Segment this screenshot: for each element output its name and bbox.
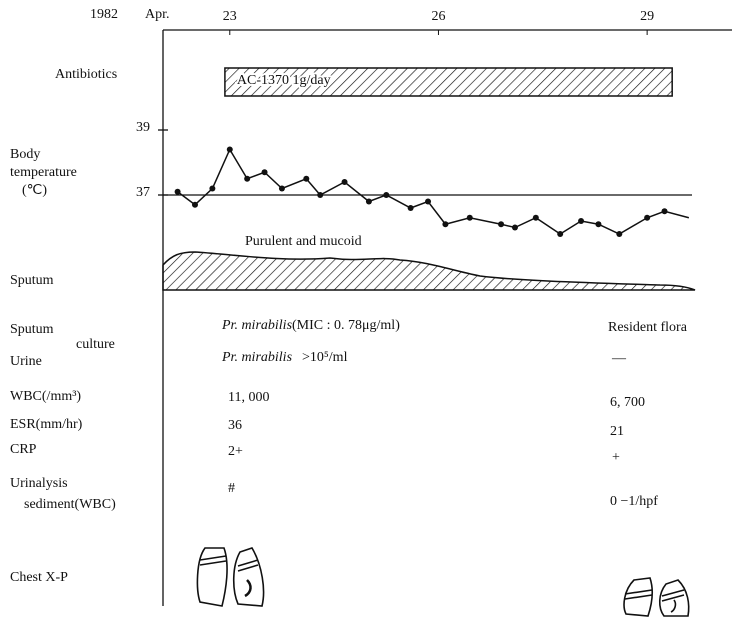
chest-xray-late (624, 578, 689, 616)
temperature-point (262, 169, 268, 175)
row-label: Urinalysis (10, 476, 68, 491)
row-label: CRP (10, 442, 37, 457)
cell: 6, 700 (610, 395, 645, 410)
y-label: temperature (10, 165, 77, 180)
temperature-point (533, 215, 539, 221)
cell: Pr. mirabilis(MIC : 0. 78μg/ml) (221, 318, 400, 333)
cell: Resident flora (608, 320, 688, 335)
row-label: culture (76, 337, 115, 352)
cell: 36 (228, 418, 242, 433)
y-tick-label: 37 (136, 185, 150, 200)
temperature-point (342, 179, 348, 185)
row-label: WBC(/mm³) (10, 389, 81, 404)
detail: (MIC : 0. 78μg/ml) (292, 318, 400, 333)
y-label: (℃) (22, 183, 47, 198)
row-label: sediment(WBC) (24, 497, 116, 512)
cell: + (612, 450, 620, 465)
row-label: ESR(mm/hr) (10, 417, 83, 432)
cell: 2+ (228, 444, 243, 459)
x-tick-label: 26 (431, 9, 445, 24)
organism: Pr. mirabilis (221, 350, 293, 365)
temperature-point (192, 202, 198, 208)
antibiotic-label: AC-1370 1g/day (237, 73, 331, 88)
antibiotics-label: Antibiotics (55, 67, 117, 82)
temperature-point (498, 221, 504, 227)
sputum-area (163, 252, 695, 290)
temperature-point (512, 225, 518, 231)
cell: Pr. mirabilis >10⁵/ml (221, 350, 348, 365)
x-tick-label: 23 (223, 9, 237, 24)
cell: 11, 000 (228, 390, 269, 405)
cell: 0 −1/hpf (610, 494, 658, 509)
clinical-course-chart: 1982 Apr. Antibiotics Body temperature (… (0, 0, 732, 618)
temperature-point (244, 176, 250, 182)
sputum-label: Sputum (10, 273, 54, 288)
year: 1982 (90, 7, 118, 22)
cell: — (611, 351, 627, 366)
temperature-point (175, 189, 181, 195)
temperature-point (366, 199, 372, 205)
organism: Pr. mirabilis (221, 318, 293, 333)
row-label: Urine (10, 354, 42, 369)
x-tick-label: 29 (640, 9, 654, 24)
row-label: Chest X-P (10, 570, 68, 585)
temperature-point (317, 192, 323, 198)
temperature-line (178, 150, 689, 235)
temperature-point (467, 215, 473, 221)
temperature-point (209, 186, 215, 192)
temperature-point (557, 231, 563, 237)
y-label: Body (10, 147, 40, 162)
temperature-point (303, 176, 309, 182)
temperature-point (578, 218, 584, 224)
temperature-point (383, 192, 389, 198)
y-tick-label: 39 (136, 120, 150, 135)
temperature-point (408, 205, 414, 211)
cell: 21 (610, 424, 624, 439)
temperature-point (442, 221, 448, 227)
month: Apr. (145, 7, 170, 22)
temperature-point (425, 199, 431, 205)
sputum-annotation: Purulent and mucoid (245, 234, 362, 249)
chest-xray-early (197, 548, 263, 606)
temperature-point (644, 215, 650, 221)
temperature-point (227, 147, 233, 153)
cell: # (228, 481, 235, 496)
detail: >10⁵/ml (302, 350, 348, 365)
row-label: Sputum (10, 322, 54, 337)
temperature-point (616, 231, 622, 237)
temperature-point (279, 186, 285, 192)
temperature-point (595, 221, 601, 227)
temperature-point (662, 208, 668, 214)
